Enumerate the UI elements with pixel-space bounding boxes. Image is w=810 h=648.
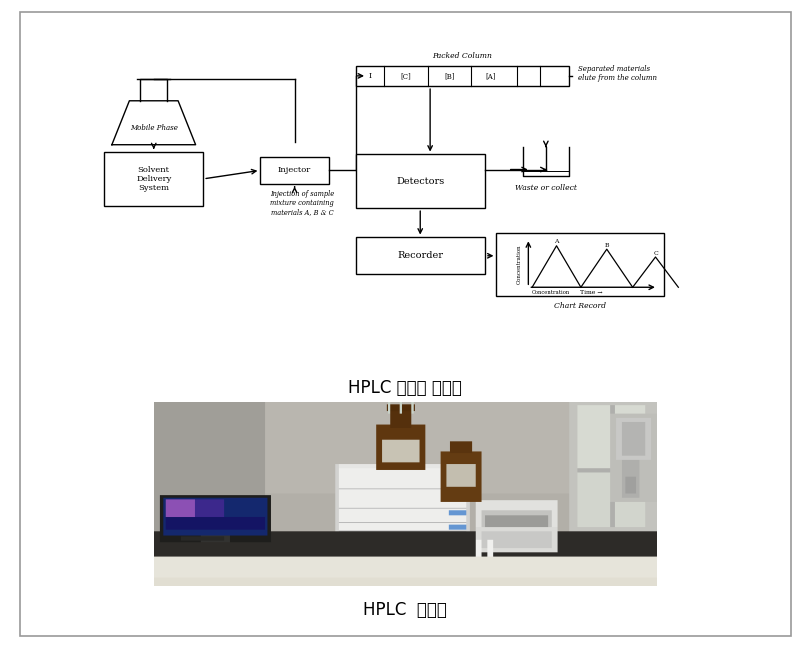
Text: Solvent
Delivery
System: Solvent Delivery System (136, 166, 172, 192)
Text: Separated materials
elute from the column: Separated materials elute from the colum… (578, 65, 657, 82)
Text: Waste or collect: Waste or collect (515, 184, 577, 192)
Text: Injector: Injector (278, 167, 311, 174)
FancyBboxPatch shape (20, 12, 791, 636)
Text: HPLC 시스템 개라도: HPLC 시스템 개라도 (348, 378, 462, 397)
Text: Detectors: Detectors (396, 177, 445, 186)
Text: [C]: [C] (400, 72, 411, 80)
Text: Time →: Time → (580, 290, 603, 295)
Text: HPLC  시스템: HPLC 시스템 (363, 601, 447, 619)
Text: I: I (369, 72, 372, 80)
Text: B: B (604, 243, 609, 248)
Text: A: A (554, 239, 559, 244)
Text: Packed Column: Packed Column (433, 52, 492, 60)
Text: Injection of sample
mixture containing
materials A, B & C: Injection of sample mixture containing m… (271, 190, 335, 216)
Text: Mobile Phase: Mobile Phase (130, 124, 177, 132)
Text: Concentration: Concentration (532, 290, 570, 295)
Text: [B]: [B] (444, 72, 454, 80)
FancyBboxPatch shape (260, 157, 329, 184)
Text: Concentration: Concentration (517, 244, 522, 284)
FancyBboxPatch shape (356, 65, 569, 86)
FancyBboxPatch shape (497, 233, 664, 296)
FancyBboxPatch shape (356, 237, 485, 274)
FancyBboxPatch shape (356, 154, 485, 208)
Text: C: C (653, 251, 658, 255)
Text: Recorder: Recorder (397, 251, 443, 260)
Text: [A]: [A] (485, 72, 496, 80)
FancyBboxPatch shape (104, 152, 203, 206)
Text: Chart Record: Chart Record (554, 302, 606, 310)
